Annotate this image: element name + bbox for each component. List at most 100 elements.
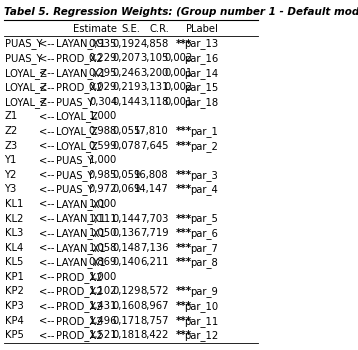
Text: 8,757: 8,757: [140, 316, 169, 326]
Text: PUAS_Y: PUAS_Y: [5, 38, 42, 49]
Text: LAYAN_X1: LAYAN_X1: [56, 228, 106, 239]
Text: <--: <--: [39, 126, 54, 136]
Text: 0,002: 0,002: [164, 53, 192, 63]
Text: 0,935: 0,935: [89, 38, 117, 49]
Text: PUAS_Y: PUAS_Y: [56, 97, 94, 108]
Text: 1,050: 1,050: [89, 228, 117, 238]
Text: ***: ***: [176, 38, 192, 49]
Text: par_13: par_13: [184, 38, 218, 49]
Text: KP5: KP5: [5, 330, 23, 340]
Text: 0,140: 0,140: [112, 257, 140, 267]
Text: Z3: Z3: [5, 141, 18, 150]
Text: KL3: KL3: [5, 228, 23, 238]
Text: KL2: KL2: [5, 214, 23, 224]
Text: LOYAL_Z: LOYAL_Z: [56, 141, 98, 152]
Text: <--: <--: [39, 243, 54, 253]
Text: par_10: par_10: [184, 301, 218, 312]
Text: PUAS_Y: PUAS_Y: [5, 53, 42, 64]
Text: <--: <--: [39, 272, 54, 282]
Text: 7,719: 7,719: [140, 228, 169, 238]
Text: ***: ***: [176, 301, 192, 311]
Text: ***: ***: [176, 228, 192, 238]
Text: 1,000: 1,000: [89, 155, 117, 165]
Text: PUAS_Y: PUAS_Y: [56, 184, 94, 195]
Text: PUAS_Y: PUAS_Y: [56, 155, 94, 166]
Text: Y1: Y1: [5, 155, 17, 165]
Text: 1,431: 1,431: [89, 301, 117, 311]
Text: 0,078: 0,078: [112, 141, 140, 150]
Text: <--: <--: [39, 214, 54, 224]
Text: KL4: KL4: [5, 243, 23, 253]
Text: Z1: Z1: [5, 111, 18, 121]
Text: 8,422: 8,422: [141, 330, 169, 340]
Text: 4,858: 4,858: [141, 38, 169, 49]
Text: Label: Label: [192, 24, 218, 34]
Text: LAYAN_X1: LAYAN_X1: [56, 68, 106, 79]
Text: 0,001: 0,001: [164, 68, 192, 78]
Text: 1,102: 1,102: [88, 286, 117, 296]
Text: 1,521: 1,521: [88, 330, 117, 340]
Text: ***: ***: [176, 330, 192, 340]
Text: <--: <--: [39, 141, 54, 150]
Text: 0,136: 0,136: [112, 228, 140, 238]
Text: LAYAN_X1: LAYAN_X1: [56, 199, 106, 210]
Text: 0,002: 0,002: [164, 82, 192, 92]
Text: par_4: par_4: [190, 184, 218, 195]
Text: 0,599: 0,599: [88, 141, 117, 150]
Text: 6,211: 6,211: [140, 257, 169, 267]
Text: <--: <--: [39, 170, 54, 180]
Text: par_8: par_8: [190, 257, 218, 268]
Text: <--: <--: [39, 301, 54, 311]
Text: KL1: KL1: [5, 199, 23, 209]
Text: 0,129: 0,129: [112, 286, 140, 296]
Text: <--: <--: [39, 199, 54, 209]
Text: 0,972: 0,972: [88, 184, 117, 194]
Text: 0,219: 0,219: [112, 82, 140, 92]
Text: PROD_X2: PROD_X2: [56, 301, 103, 312]
Text: 0,001: 0,001: [164, 97, 192, 107]
Text: <--: <--: [39, 68, 54, 78]
Text: Y3: Y3: [5, 184, 17, 194]
Text: LAYAN_X1: LAYAN_X1: [56, 257, 106, 268]
Text: ***: ***: [176, 243, 192, 253]
Text: PROD_X2: PROD_X2: [56, 316, 103, 327]
Text: 0,144: 0,144: [112, 214, 140, 224]
Text: 0,171: 0,171: [112, 316, 140, 326]
Text: LOYAL_Z: LOYAL_Z: [56, 111, 98, 122]
Text: par_11: par_11: [184, 316, 218, 327]
Text: par_5: par_5: [190, 214, 218, 224]
Text: par_12: par_12: [184, 330, 218, 341]
Text: <--: <--: [39, 111, 54, 121]
Text: <--: <--: [39, 316, 54, 326]
Text: PUAS_Y: PUAS_Y: [56, 170, 94, 181]
Text: ***: ***: [176, 316, 192, 326]
Text: 8,572: 8,572: [140, 286, 169, 296]
Text: LAYAN_X1: LAYAN_X1: [56, 38, 106, 49]
Text: 0,229: 0,229: [88, 53, 117, 63]
Text: <--: <--: [39, 97, 54, 107]
Text: LOYAL_Z: LOYAL_Z: [5, 68, 47, 79]
Text: PROD_X2: PROD_X2: [56, 53, 103, 64]
Text: KP2: KP2: [5, 286, 23, 296]
Text: 0,160: 0,160: [112, 301, 140, 311]
Text: 3,200: 3,200: [141, 68, 169, 78]
Text: KP4: KP4: [5, 316, 23, 326]
Text: 3,118: 3,118: [141, 97, 169, 107]
Text: LOYAL_Z: LOYAL_Z: [5, 97, 47, 108]
Text: 1,058: 1,058: [89, 243, 117, 253]
Text: LAYAN_X1: LAYAN_X1: [56, 214, 106, 224]
Text: 0,304: 0,304: [89, 97, 117, 107]
Text: 0,207: 0,207: [112, 53, 140, 63]
Text: <--: <--: [39, 257, 54, 267]
Text: par_16: par_16: [184, 53, 218, 64]
Text: 0,869: 0,869: [89, 257, 117, 267]
Text: 14,147: 14,147: [134, 184, 169, 194]
Text: 1,000: 1,000: [89, 199, 117, 209]
Text: par_7: par_7: [190, 243, 218, 254]
Text: ***: ***: [176, 126, 192, 136]
Text: 0,988: 0,988: [89, 126, 117, 136]
Text: 0,069: 0,069: [112, 184, 140, 194]
Text: PROD_X2: PROD_X2: [56, 286, 103, 297]
Text: Y2: Y2: [5, 170, 17, 180]
Text: ***: ***: [176, 184, 192, 194]
